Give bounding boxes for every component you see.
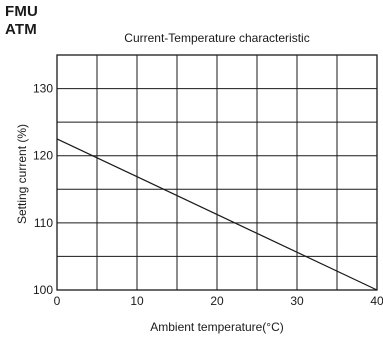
- brand-fmu: FMU: [5, 3, 39, 20]
- x-tick-label: 40: [370, 294, 383, 308]
- y-tick-label: 130: [33, 82, 53, 96]
- chart-title: Current-Temperature characteristic: [124, 31, 309, 45]
- x-tick-label: 20: [210, 294, 224, 308]
- x-tick-label: 30: [290, 294, 304, 308]
- tick-labels: 0 10 20 30 40 100 110 120 130: [33, 82, 383, 308]
- y-tick-label: 100: [33, 283, 53, 297]
- y-axis-label: Setting current (%): [15, 124, 29, 224]
- y-tick-label: 110: [34, 216, 53, 230]
- plot-frame: [56, 54, 378, 291]
- x-axis-label: Ambient temperature(°C): [150, 320, 284, 334]
- y-tick-label: 120: [33, 149, 53, 163]
- x-tick-label: 0: [54, 294, 61, 308]
- chart-series: [56, 138, 378, 291]
- brand-atm: ATM: [5, 21, 37, 38]
- x-tick-label: 10: [130, 294, 144, 308]
- series-line: [56, 138, 378, 291]
- chart-grid: [57, 55, 377, 290]
